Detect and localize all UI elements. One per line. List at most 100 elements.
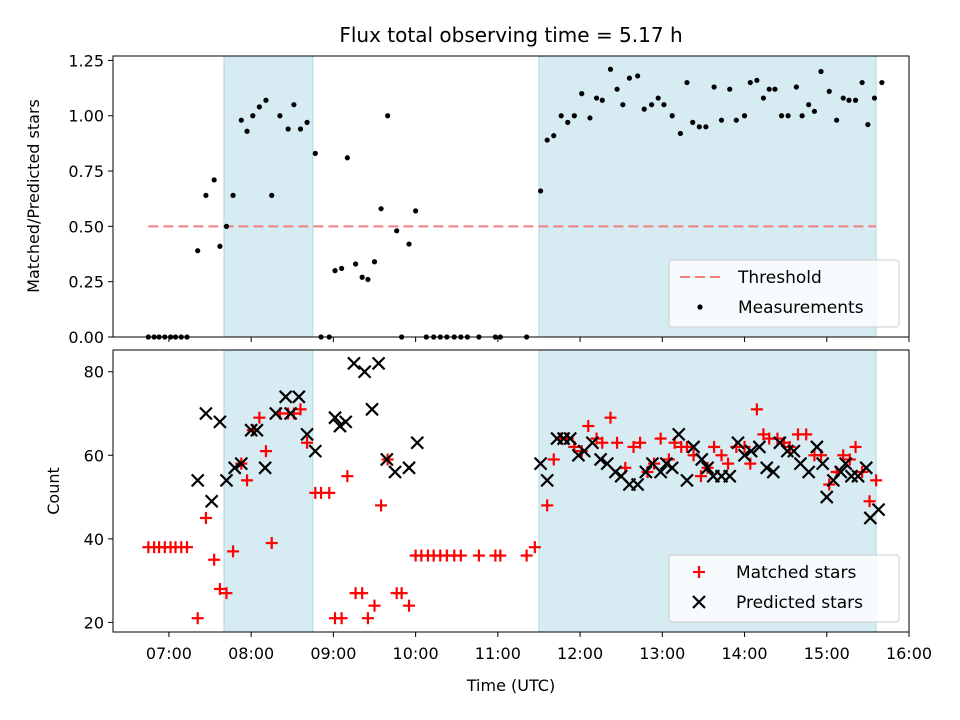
measurement-point <box>538 188 544 194</box>
y-tick-label: 80 <box>84 363 104 382</box>
matched-star-marker <box>849 440 862 453</box>
measurement-point <box>741 113 748 119</box>
measurement-point <box>211 177 217 183</box>
measurements-legend-label: Measurements <box>738 298 864 318</box>
predicted-stars-points <box>190 356 886 525</box>
predicted-star-marker <box>300 427 314 442</box>
bottom-y-axis-label: Count <box>44 467 63 515</box>
measurement-point <box>846 97 852 103</box>
measurement-point <box>727 86 733 92</box>
predicted-star-marker <box>333 419 347 433</box>
measurement-point <box>551 133 557 139</box>
matched-legend-swatch <box>693 566 705 578</box>
x-axis-label: Time (UTC) <box>466 676 555 695</box>
matched-star-marker <box>403 599 416 612</box>
x-tick-label: 11:00 <box>475 644 521 663</box>
matched-star-marker <box>654 432 667 445</box>
measurement-point <box>871 95 878 101</box>
measurement-point <box>244 128 250 134</box>
predicted-star-marker <box>815 456 830 471</box>
chart-title: Flux total observing time = 5.17 h <box>339 23 682 47</box>
matched-star-marker <box>213 582 226 595</box>
shaded-interval <box>223 349 314 633</box>
measurement-point <box>371 259 378 265</box>
measurement-point <box>269 192 275 198</box>
matched-star-marker <box>863 495 876 508</box>
measurement-point <box>565 119 571 125</box>
matched-star-marker <box>547 453 560 466</box>
y-tick-label: 0.50 <box>68 217 104 236</box>
measurement-point <box>544 137 550 143</box>
predicted-star-marker <box>694 452 709 467</box>
measurement-point <box>747 79 753 86</box>
predicted-star-marker <box>410 435 425 450</box>
measurement-point <box>785 113 791 119</box>
measurement-point <box>649 102 655 108</box>
shaded-interval <box>223 55 314 338</box>
measurement-point <box>655 95 661 101</box>
measurements-legend-swatch <box>697 304 703 310</box>
matched-legend-label: Matched stars <box>736 563 856 583</box>
measurement-point <box>413 208 419 214</box>
predicted-star-marker <box>533 456 548 471</box>
measurement-point <box>312 150 318 156</box>
matched-star-marker <box>694 470 707 483</box>
measurement-point <box>195 248 201 254</box>
measurement-point <box>718 117 725 123</box>
matched-star-marker <box>494 549 507 562</box>
predicted-star-marker <box>593 452 608 467</box>
predicted-star-marker <box>292 390 306 404</box>
predicted-star-marker <box>737 448 752 463</box>
matched-star-marker <box>227 545 240 558</box>
matched-star-marker <box>634 436 647 449</box>
top-plot-frame <box>112 55 910 338</box>
measurement-point <box>344 155 350 161</box>
measurement-point <box>571 113 577 119</box>
predicted-star-marker <box>278 390 293 404</box>
measurement-point <box>760 95 767 101</box>
predicted-star-marker <box>244 423 258 437</box>
measurement-point <box>677 130 683 137</box>
matched-star-marker <box>472 549 485 562</box>
measurement-point <box>684 79 690 86</box>
measurement-point <box>733 117 739 123</box>
predicted-star-marker <box>833 465 848 479</box>
predicted-star-marker <box>819 490 834 504</box>
measurement-point <box>620 102 626 108</box>
predicted-star-marker <box>585 435 600 450</box>
measurement-point <box>818 68 824 75</box>
predicted-star-marker <box>680 473 694 488</box>
measurement-point <box>865 121 871 128</box>
predicted-star-marker <box>388 465 402 479</box>
predicted-star-marker <box>722 469 737 483</box>
matched-star-marker <box>301 436 314 449</box>
matched-star-marker <box>181 541 194 554</box>
predicted-star-marker <box>258 461 272 475</box>
measurement-point <box>339 265 345 272</box>
predicted-star-marker <box>766 465 781 479</box>
measurement-point <box>256 104 262 110</box>
bottom-x-ticks: 07:00 08:00 09:00 10:00 11:00 12:00 13:00 14:00… <box>146 632 932 663</box>
measurement-point <box>607 66 614 72</box>
matched-star-marker <box>241 474 254 487</box>
matched-star-marker <box>361 612 374 625</box>
measurement-point <box>238 117 244 123</box>
measurement-point <box>661 102 667 108</box>
matched-star-marker <box>715 449 728 462</box>
x-tick-label: 13:00 <box>639 644 685 663</box>
measurement-point <box>394 228 400 234</box>
measurement-point <box>711 84 717 90</box>
matched-star-marker <box>520 549 533 562</box>
matched-star-marker <box>375 499 388 512</box>
measurement-point <box>766 86 772 92</box>
measurement-point <box>365 276 371 283</box>
measurement-point <box>263 97 269 103</box>
x-tick-label: 08:00 <box>228 644 274 663</box>
measurement-point <box>772 86 778 92</box>
y-tick-label: 0.75 <box>68 162 104 181</box>
predicted-star-marker <box>365 402 379 417</box>
matched-star-marker <box>356 587 369 600</box>
measurement-point <box>690 119 696 125</box>
bottom-y-ticks: 20 40 60 80 <box>84 363 113 632</box>
predicted-star-marker <box>871 502 886 517</box>
